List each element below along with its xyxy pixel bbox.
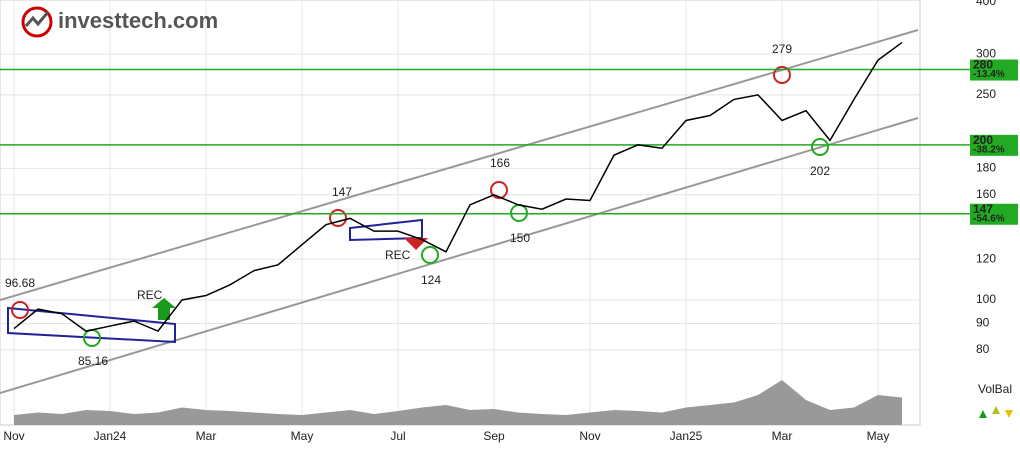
y-tick-label: 90 [976, 316, 990, 330]
annotation: 166 [490, 156, 510, 170]
level-label: 200 [973, 133, 993, 147]
x-tick-label: Mar [772, 429, 793, 443]
plot-area [0, 0, 921, 426]
level-label: 147 [973, 202, 993, 216]
y-tick-label: 160 [976, 187, 996, 201]
y-tick-label: 80 [976, 342, 990, 356]
level-box [970, 59, 1018, 81]
x-tick-label: Nov [3, 429, 24, 443]
level-change: -38.2% [973, 144, 1005, 155]
annotation: REC [385, 248, 411, 262]
level-change: -13.4% [973, 69, 1005, 80]
x-tick-label: Jan24 [94, 429, 127, 443]
sell-arrow [404, 238, 428, 250]
level-box [970, 203, 1018, 225]
x-tick-label: Jul [390, 429, 405, 443]
logo: investtech.com [21, 6, 218, 38]
y-tick-label: 180 [976, 161, 996, 175]
channel-lower [0, 117, 919, 394]
x-tick-label: May [867, 429, 890, 443]
y-tick-label: 400 [976, 0, 996, 8]
level-box [970, 134, 1018, 156]
channel-upper [0, 29, 919, 301]
annotation: 96.68 [5, 276, 35, 290]
grid [0, 0, 920, 425]
y-tick-label: 100 [976, 292, 996, 306]
x-tick-label: Jan25 [670, 429, 703, 443]
x-tick-label: Nov [579, 429, 600, 443]
y-tick-label: 250 [976, 87, 996, 101]
trend-rectangle [7, 306, 176, 344]
x-tick-label: Sep [483, 429, 505, 443]
annotation: 150 [510, 231, 530, 245]
logo-icon [21, 6, 53, 38]
logo-icon [24, 11, 50, 27]
volbal-area [14, 380, 902, 425]
volbal-label: VolBal [978, 382, 1012, 396]
y-tick-label: 120 [976, 251, 996, 265]
annotation: 202 [810, 164, 830, 178]
logo-text: investtech.com [58, 8, 218, 33]
volbal-arrows [979, 406, 1013, 418]
x-tick-label: Mar [196, 429, 217, 443]
annotation: REC [137, 288, 163, 302]
x-tick-label: May [291, 429, 314, 443]
annotation: 279 [772, 42, 792, 56]
annotation: 147 [332, 185, 352, 199]
level-change: -54.6% [973, 213, 1005, 224]
annotation: 124 [421, 273, 441, 287]
annotation: 85.16 [78, 354, 108, 368]
price-line [13, 41, 903, 333]
level-label: 280 [973, 58, 993, 72]
y-tick-label: 300 [976, 46, 996, 60]
